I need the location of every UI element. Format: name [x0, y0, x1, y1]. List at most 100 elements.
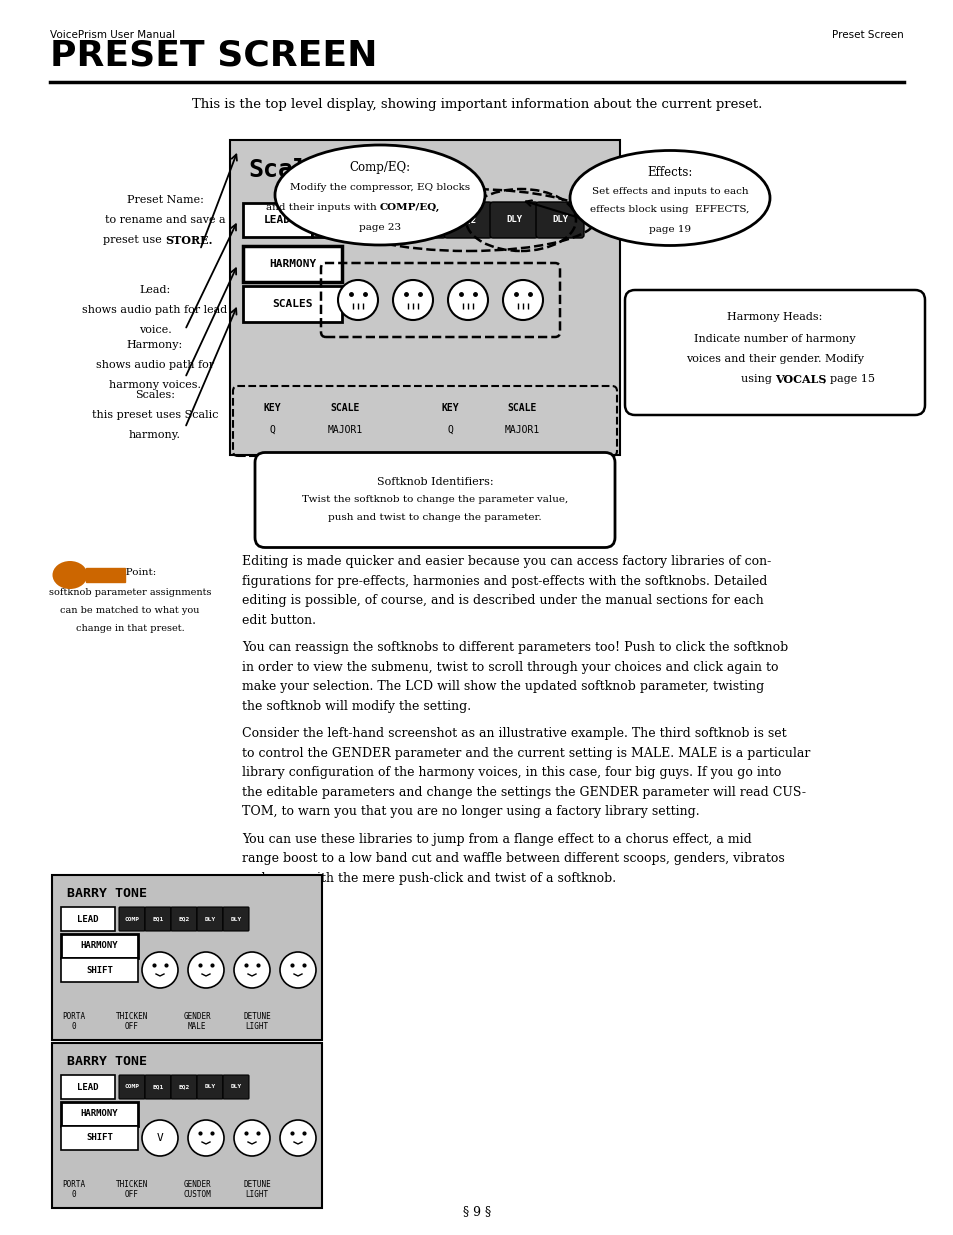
- FancyBboxPatch shape: [145, 906, 171, 931]
- Circle shape: [448, 280, 488, 320]
- Text: in order to view the submenu, twist to scroll through your choices and click aga: in order to view the submenu, twist to s…: [242, 661, 778, 673]
- Text: BARRY TONE: BARRY TONE: [67, 1055, 147, 1068]
- Text: Editing is made quicker and easier because you can access factory libraries of c: Editing is made quicker and easier becau…: [242, 555, 770, 568]
- Text: STORE.: STORE.: [165, 235, 213, 246]
- Polygon shape: [86, 568, 125, 582]
- Text: Q: Q: [447, 425, 453, 435]
- Text: HARMONY: HARMONY: [81, 941, 118, 951]
- Text: effects block using  EFFECTS,: effects block using EFFECTS,: [590, 205, 749, 215]
- Text: DLY: DLY: [204, 916, 215, 921]
- Circle shape: [337, 280, 377, 320]
- Ellipse shape: [569, 151, 769, 246]
- FancyBboxPatch shape: [352, 203, 399, 238]
- Text: V: V: [156, 1132, 163, 1144]
- FancyBboxPatch shape: [243, 203, 312, 237]
- FancyBboxPatch shape: [243, 246, 341, 282]
- Text: page 19: page 19: [648, 225, 690, 233]
- Text: DLY: DLY: [230, 916, 241, 921]
- Text: PRESET SCREEN: PRESET SCREEN: [50, 38, 377, 72]
- Text: preset use: preset use: [103, 235, 165, 245]
- Text: EQ2: EQ2: [178, 916, 190, 921]
- Circle shape: [233, 1120, 270, 1156]
- FancyBboxPatch shape: [61, 958, 138, 982]
- FancyBboxPatch shape: [196, 1074, 223, 1099]
- FancyBboxPatch shape: [52, 1044, 322, 1208]
- Text: Scale: Scale: [248, 158, 323, 182]
- FancyBboxPatch shape: [624, 290, 924, 415]
- FancyBboxPatch shape: [223, 1074, 249, 1099]
- Text: figurations for pre-effects, harmonies and post-effects with the softknobs. Deta: figurations for pre-effects, harmonies a…: [242, 574, 766, 588]
- Text: SHIFT: SHIFT: [86, 966, 112, 974]
- Text: Harmony Heads:: Harmony Heads:: [726, 312, 821, 322]
- Text: Scales:: Scales:: [135, 390, 174, 400]
- Text: THICKEN
OFF: THICKEN OFF: [115, 1179, 148, 1199]
- FancyBboxPatch shape: [61, 1074, 115, 1099]
- Text: voices and their gender. Modify: voices and their gender. Modify: [685, 354, 863, 364]
- Text: DLY: DLY: [505, 215, 521, 225]
- Text: and their inputs with: and their inputs with: [266, 203, 379, 211]
- Text: Preset Name:: Preset Name:: [127, 195, 203, 205]
- FancyBboxPatch shape: [61, 906, 115, 931]
- Circle shape: [188, 1120, 224, 1156]
- Text: edit button.: edit button.: [242, 614, 315, 626]
- Text: editing is possible, of course, and is described under the manual sections for e: editing is possible, of course, and is d…: [242, 594, 763, 606]
- FancyBboxPatch shape: [230, 140, 619, 454]
- Text: COMP: COMP: [125, 1084, 139, 1089]
- FancyBboxPatch shape: [119, 906, 145, 931]
- Circle shape: [280, 1120, 315, 1156]
- Text: LEAD: LEAD: [77, 1083, 99, 1092]
- Text: softknob parameter assignments: softknob parameter assignments: [49, 588, 211, 597]
- Ellipse shape: [274, 144, 484, 245]
- Text: DLY: DLY: [552, 215, 567, 225]
- Text: Preset Screen: Preset Screen: [831, 30, 903, 40]
- Text: SCALES: SCALES: [272, 299, 313, 309]
- FancyBboxPatch shape: [61, 934, 138, 958]
- Text: HARMONY: HARMONY: [81, 1109, 118, 1119]
- Text: MAJOR1: MAJOR1: [504, 425, 539, 435]
- Circle shape: [502, 280, 542, 320]
- Text: COMP/EQ,: COMP/EQ,: [379, 203, 440, 211]
- Circle shape: [142, 1120, 178, 1156]
- Text: THICKEN
OFF: THICKEN OFF: [115, 1011, 148, 1031]
- Text: TH: TH: [322, 215, 335, 225]
- Text: KEY: KEY: [263, 403, 280, 412]
- FancyBboxPatch shape: [171, 1074, 196, 1099]
- FancyBboxPatch shape: [196, 906, 223, 931]
- Text: DLY: DLY: [204, 1084, 215, 1089]
- Circle shape: [188, 952, 224, 988]
- Text: voice.: voice.: [138, 325, 172, 335]
- Text: make your selection. The LCD will show the updated softknob parameter, twisting: make your selection. The LCD will show t…: [242, 680, 763, 693]
- Text: VoicePrism User Manual: VoicePrism User Manual: [50, 30, 175, 40]
- FancyBboxPatch shape: [536, 203, 583, 238]
- Text: shows audio path for lead: shows audio path for lead: [82, 305, 228, 315]
- Text: GENDER
MALE: GENDER MALE: [183, 1011, 211, 1031]
- Text: range boost to a low band cut and waffle between different scoops, genders, vibr: range boost to a low band cut and waffle…: [242, 852, 784, 864]
- FancyBboxPatch shape: [61, 1102, 138, 1126]
- Text: shows audio path for: shows audio path for: [96, 359, 213, 370]
- FancyBboxPatch shape: [490, 203, 537, 238]
- Text: KEY: KEY: [440, 403, 458, 412]
- Text: change in that preset.: change in that preset.: [75, 624, 184, 634]
- Text: EQ1: EQ1: [152, 1084, 164, 1089]
- FancyBboxPatch shape: [397, 203, 446, 238]
- Text: DETUNE
LIGHT: DETUNE LIGHT: [243, 1011, 271, 1031]
- Text: PORTA
0: PORTA 0: [62, 1011, 86, 1031]
- Text: EQ1: EQ1: [414, 215, 430, 225]
- Circle shape: [393, 280, 433, 320]
- FancyBboxPatch shape: [223, 906, 249, 931]
- Text: SHIFT: SHIFT: [86, 1134, 112, 1142]
- FancyBboxPatch shape: [61, 1126, 138, 1150]
- Text: the editable parameters and change the settings the GENDER parameter will read C: the editable parameters and change the s…: [242, 785, 805, 799]
- Text: Key Point:: Key Point:: [103, 568, 156, 577]
- Text: EQ2: EQ2: [178, 1084, 190, 1089]
- FancyBboxPatch shape: [52, 876, 322, 1040]
- Text: to rename and save a: to rename and save a: [105, 215, 225, 225]
- FancyBboxPatch shape: [443, 203, 492, 238]
- Text: Indicate number of harmony: Indicate number of harmony: [694, 333, 855, 345]
- FancyBboxPatch shape: [243, 287, 341, 322]
- Text: BARRY TONE: BARRY TONE: [67, 887, 147, 900]
- Text: You can reassign the softknobs to different parameters too! Push to click the so: You can reassign the softknobs to differ…: [242, 641, 787, 655]
- Text: HARMONY: HARMONY: [269, 259, 315, 269]
- Text: , page 15: , page 15: [822, 374, 874, 384]
- FancyBboxPatch shape: [145, 1074, 171, 1099]
